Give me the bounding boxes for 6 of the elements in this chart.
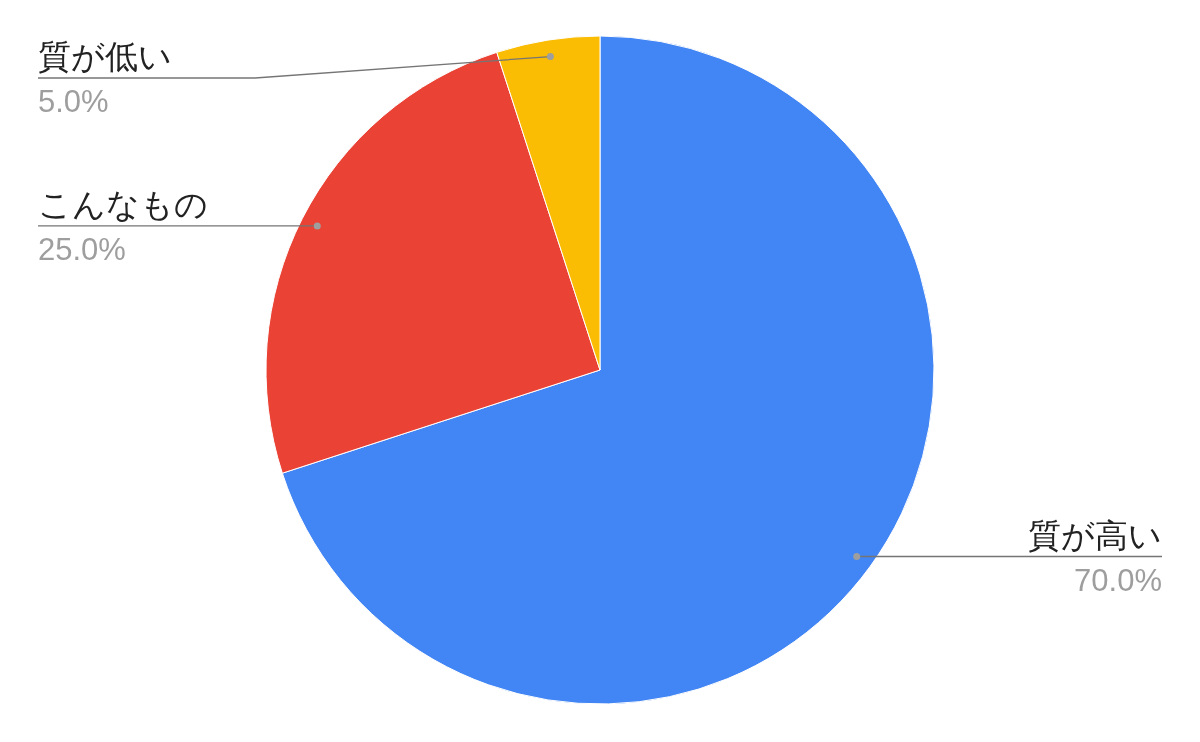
slice-label: 質が高い xyxy=(1028,516,1162,554)
data-label: 5.0% xyxy=(38,84,109,119)
slice-label: こんなもの xyxy=(38,185,208,223)
data-label: 25.0% xyxy=(38,231,126,267)
slice-label: 質が低い xyxy=(38,38,172,75)
data-label: 70.0% xyxy=(1074,562,1162,598)
